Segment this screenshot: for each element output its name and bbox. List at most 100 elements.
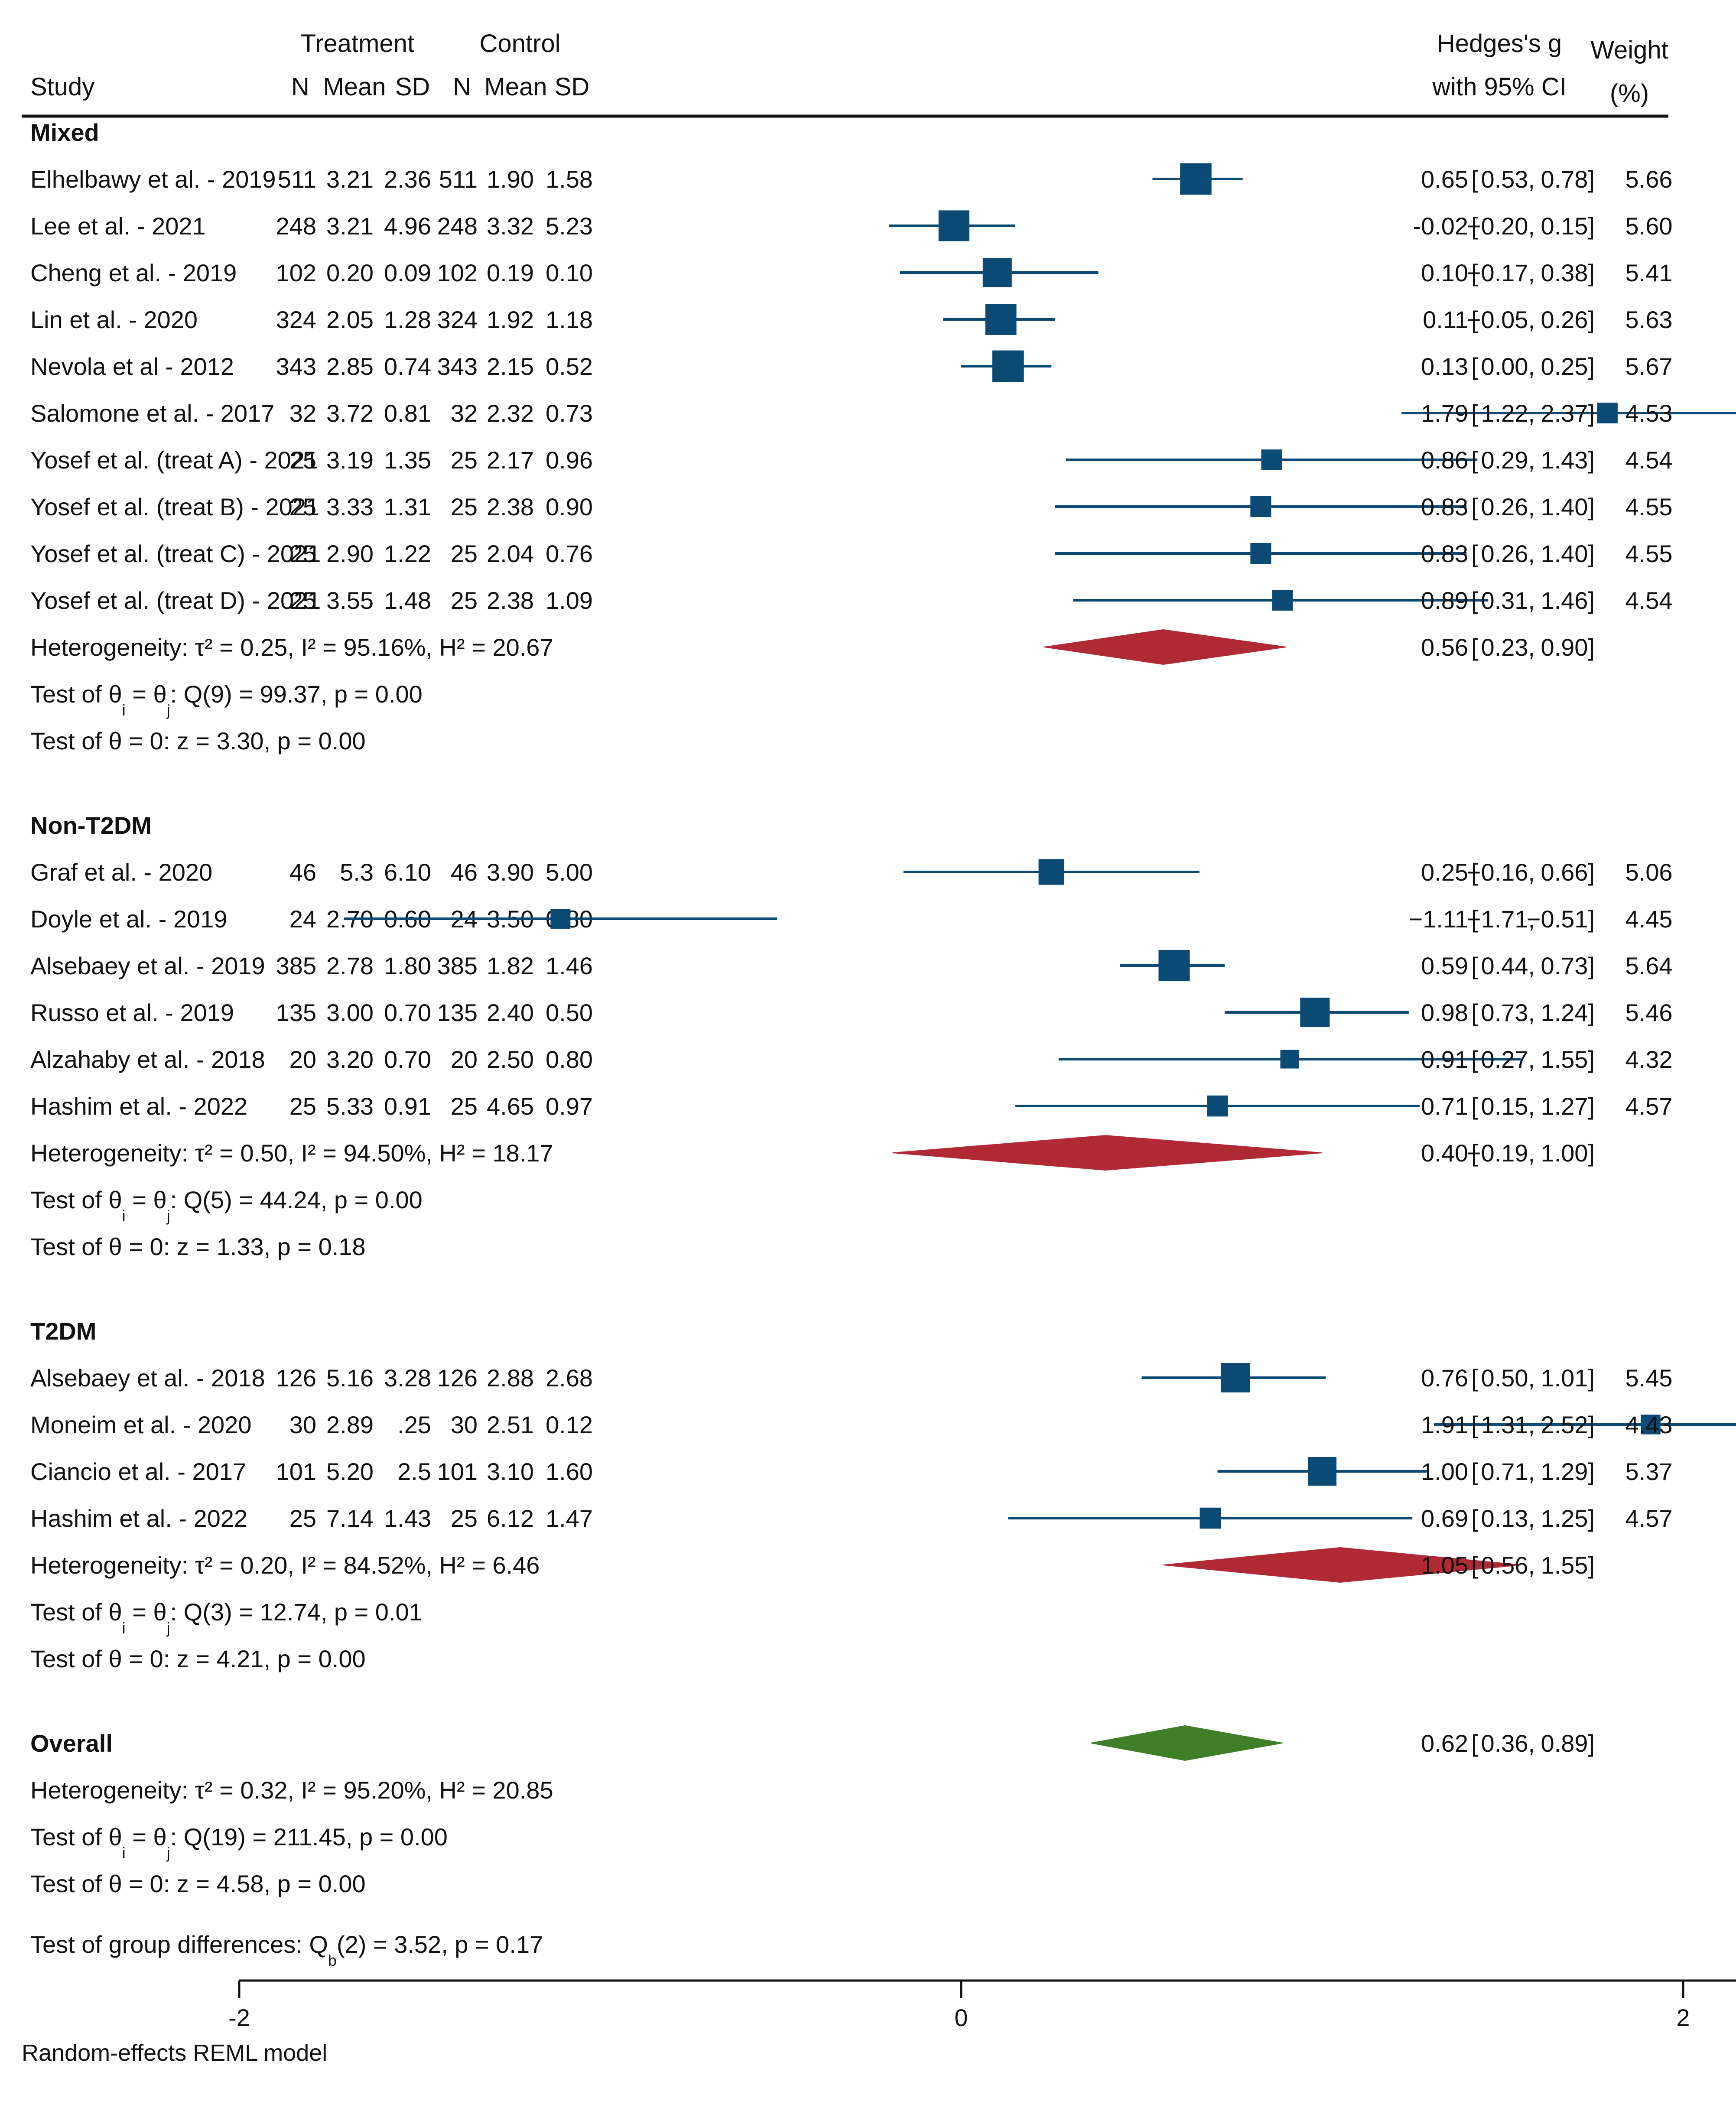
group-mixed-study-3-treat-mean: 0.20 — [326, 259, 374, 286]
group-mixed-study-8-hi: 1.40] — [1541, 493, 1595, 520]
overall-test-z: Test of θ = 0: z = 4.58, p = 0.00 — [30, 1870, 366, 1897]
group-t2dm-pooled-diamond — [1163, 1547, 1521, 1583]
group-non-t2dm-study-4-ctrl-mean: 2.40 — [487, 999, 534, 1026]
group-t2dm-study-4-bracket: [ — [1471, 1505, 1478, 1532]
group-mixed-pooled-bracket: [ — [1471, 634, 1478, 661]
group-mixed-study-1-treat-n: 511 — [278, 166, 316, 193]
group-mixed-title: Mixed — [30, 119, 99, 146]
group-t2dm-study-1-ctrl-n: 126 — [437, 1364, 478, 1392]
group-mixed-study-4-treat-mean: 2.05 — [326, 306, 374, 333]
group-t2dm-study-3-ctrl-n: 101 — [437, 1458, 478, 1485]
group-non-t2dm-study-1-ctrl-sd: 5.00 — [546, 859, 593, 886]
group-non-t2dm-study-3-ctrl-n: 385 — [437, 952, 478, 979]
group-mixed-study-3-ctrl-sd: 0.10 — [546, 259, 593, 286]
group-non-t2dm-heterogeneity: Heterogeneity: τ² = 0.50, I² = 94.50%, H… — [30, 1139, 553, 1167]
group-non-t2dm-study-6-hi: 1.27] — [1541, 1093, 1595, 1120]
group-mixed-study-7-treat-n: 25 — [289, 446, 316, 474]
group-mixed-study-6-weight: 4.53 — [1625, 400, 1673, 427]
group-t2dm-test-q-part-4: : Q(3) = 12.74, p = 0.01 — [170, 1598, 423, 1626]
group-non-t2dm-study-1-name: Graf et al. - 2020 — [30, 859, 212, 886]
group-mixed-study-4-weight: 5.63 — [1625, 306, 1673, 333]
header-control-mean: Mean — [484, 73, 547, 101]
group-mixed-study-7-hi: 1.43] — [1541, 446, 1595, 474]
group-mixed-study-6-treat-mean: 3.72 — [326, 400, 374, 427]
group-t2dm-test-z: Test of θ = 0: z = 4.21, p = 0.00 — [30, 1645, 366, 1672]
group-t2dm-study-2-bracket: [ — [1471, 1411, 1478, 1438]
group-mixed-study-8-lo: 0.26, — [1481, 493, 1535, 520]
group-mixed-test-q-part-2: = θ — [126, 680, 167, 708]
group-non-t2dm-test-q: Test of θi = θj: Q(5) = 44.24, p = 0.00 — [30, 1186, 423, 1225]
group-non-t2dm-study-2-hi: −0.51] — [1527, 905, 1595, 933]
overall-test-q-part-4: : Q(19) = 211.45, p = 0.00 — [170, 1823, 448, 1851]
group-mixed-study-4-ctrl-n: 324 — [437, 306, 478, 333]
group-mixed-study-1-hi: 0.78] — [1541, 166, 1595, 193]
group-mixed-study-10-bracket: [ — [1471, 587, 1478, 614]
group-mixed-study-10-ctrl-n: 25 — [451, 587, 478, 614]
group-mixed-study-10-weight: 4.54 — [1625, 587, 1673, 614]
group-t2dm-study-4-treat-sd: 1.43 — [384, 1505, 431, 1532]
group-mixed-study-1-lo: 0.53, — [1481, 166, 1535, 193]
x-tick-label-0: -2 — [228, 2004, 250, 2031]
group-mixed-study-6-lo: 1.22, — [1481, 400, 1535, 427]
group-mixed-test-q-part-1: i — [122, 701, 126, 719]
group-t2dm-study-4-treat-n: 25 — [289, 1505, 316, 1532]
group-non-t2dm-study-5-lo: 0.27, — [1481, 1046, 1535, 1073]
group-t2dm-study-1-g: 0.76 — [1421, 1364, 1468, 1392]
group-mixed-study-6-ctrl-sd: 0.73 — [546, 400, 593, 427]
group-mixed-study-4-ctrl-sd: 1.18 — [546, 306, 593, 333]
group-mixed-study-9-hi: 1.40] — [1541, 540, 1595, 567]
header-effect-line2: with 95% CI — [1432, 73, 1566, 101]
group-non-t2dm-study-4-ctrl-sd: 0.50 — [546, 999, 593, 1026]
group-non-t2dm-study-4-name: Russo et al. - 2019 — [30, 999, 234, 1026]
group-non-t2dm-study-4-treat-mean: 3.00 — [326, 999, 374, 1026]
group-mixed-study-10-ctrl-sd: 1.09 — [546, 587, 593, 614]
group-t2dm-study-4-ctrl-sd: 1.47 — [546, 1505, 593, 1532]
group-non-t2dm-study-5-treat-sd: 0.70 — [384, 1046, 431, 1073]
group-mixed-study-9-treat-n: 25 — [289, 540, 316, 567]
group-mixed-study-3-weight: 5.41 — [1625, 259, 1673, 286]
group-mixed-study-3-marker — [982, 258, 1012, 287]
group-mixed-study-2-g: -0.02 — [1413, 212, 1468, 240]
group-non-t2dm-study-5-ctrl-sd: 0.80 — [546, 1046, 593, 1073]
group-non-t2dm-test-q-part-4: : Q(5) = 44.24, p = 0.00 — [170, 1186, 423, 1213]
group-mixed-study-8-name: Yosef et al. (treat B) - 2021 — [30, 493, 319, 520]
group-t2dm-study-4-name: Hashim et al. - 2022 — [30, 1505, 247, 1532]
group-t2dm-study-4-ctrl-n: 25 — [451, 1505, 478, 1532]
group-non-t2dm-study-6-treat-sd: 0.91 — [384, 1093, 431, 1120]
group-t2dm-study-2-marker — [1641, 1415, 1661, 1434]
group-mixed-study-9-marker — [1250, 543, 1271, 564]
header-weight-line2: (%) — [1610, 79, 1649, 107]
group-non-t2dm-study-4-treat-sd: 0.70 — [384, 999, 431, 1026]
overall-test-q: Test of θi = θj: Q(19) = 211.45, p = 0.0… — [30, 1823, 448, 1862]
group-mixed-study-2-ctrl-sd: 5.23 — [546, 212, 593, 240]
group-t2dm-study-3-g: 1.00 — [1421, 1458, 1468, 1485]
group-t2dm-study-3-treat-mean: 5.20 — [326, 1458, 374, 1485]
group-mixed-study-7-name: Yosef et al. (treat A) - 2021 — [30, 446, 318, 474]
group-t2dm-study-2-ctrl-mean: 2.51 — [487, 1411, 534, 1438]
group-mixed-study-7-weight: 4.54 — [1625, 446, 1673, 474]
group-mixed-study-5-treat-mean: 2.85 — [326, 353, 374, 380]
group-mixed-study-7-marker — [1261, 449, 1282, 470]
group-mixed-study-3-hi: 0.38] — [1541, 259, 1595, 286]
group-mixed-study-3-lo: −0.17, — [1467, 259, 1535, 286]
header-treatment-sd: SD — [395, 73, 430, 101]
group-non-t2dm-study-6-weight: 4.57 — [1625, 1093, 1673, 1120]
group-mixed-study-1-marker — [1180, 163, 1212, 195]
group-non-t2dm-study-1-g: 0.25 — [1421, 859, 1468, 886]
header-treatment: Treatment — [301, 29, 414, 58]
group-non-t2dm-study-2-g: −1.11 — [1408, 905, 1468, 933]
group-mixed-study-9-weight: 4.55 — [1625, 540, 1673, 567]
group-non-t2dm-study-5-name: Alzahaby et al. - 2018 — [30, 1046, 265, 1073]
group-t2dm-study-3-name: Ciancio et al. - 2017 — [30, 1458, 246, 1485]
group-mixed-test-q-part-3: j — [166, 701, 170, 719]
group-mixed-study-5-name: Nevola et al - 2012 — [30, 353, 234, 380]
group-mixed-study-7-treat-sd: 1.35 — [384, 446, 431, 474]
group-t2dm-study-3-hi: 1.29] — [1541, 1458, 1595, 1485]
group-non-t2dm-study-3-treat-sd: 1.80 — [384, 952, 431, 979]
group-mixed-study-10-hi: 1.46] — [1541, 587, 1595, 614]
group-non-t2dm-study-6-ctrl-mean: 4.65 — [487, 1093, 534, 1120]
group-mixed-study-5-weight: 5.67 — [1625, 353, 1673, 380]
group-non-t2dm-study-6-name: Hashim et al. - 2022 — [30, 1093, 247, 1120]
group-mixed-study-6-ctrl-n: 32 — [451, 400, 478, 427]
group-t2dm-test-q-part-2: = θ — [126, 1598, 167, 1626]
